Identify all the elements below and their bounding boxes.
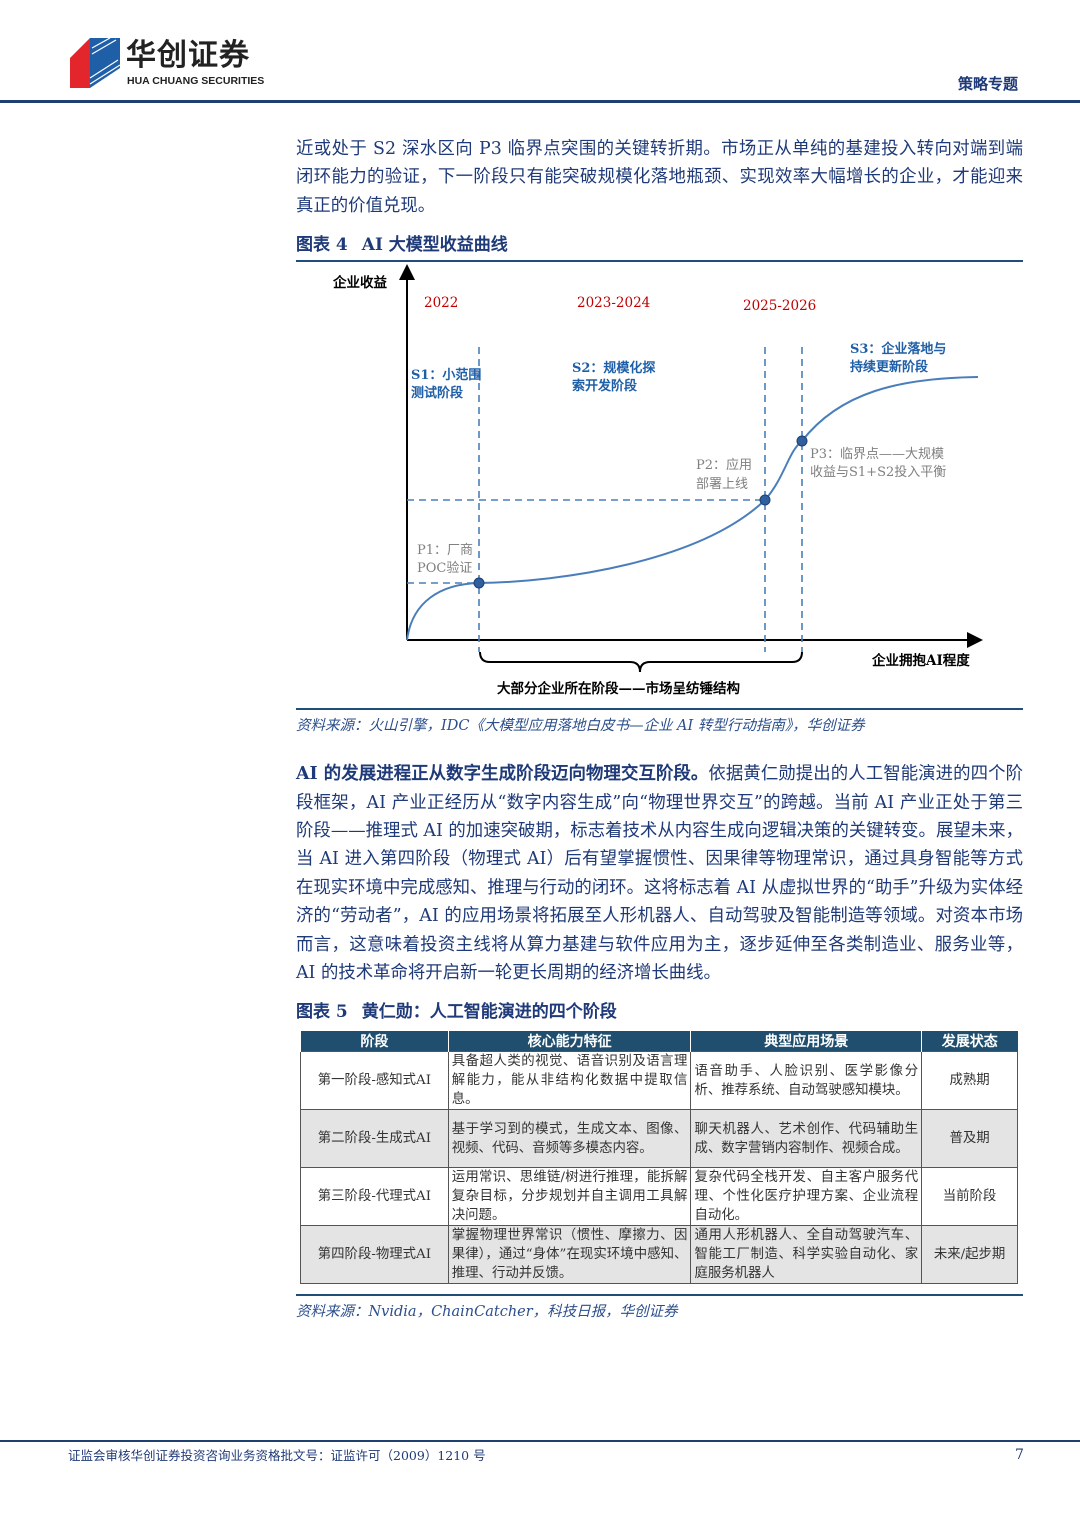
section-label: 策略专题 <box>958 75 1019 93</box>
body-paragraph: AI 的发展进程正从数字生成阶段迈向物理交互阶段。依据黄仁勋提出的人工智能演进的… <box>296 760 1023 987</box>
application-cell: 聊天机器人、艺术创作、代码辅助生成、数字营销内容制作、视频合成。 <box>690 1109 923 1169</box>
p3-label: P3：临界点——大规模 <box>810 447 944 462</box>
x-axis-label: 企业拥抱AI程度 <box>871 652 970 669</box>
stage-cell: 第二阶段-生成式AI <box>300 1109 449 1169</box>
capability-cell: 具备超人类的视觉、语音识别及语言理解能力，能从非结构化数据中提取信息。 <box>447 1051 692 1111</box>
stage-cell: 第三阶段-代理式AI <box>300 1167 449 1227</box>
table-row: 第四阶段-物理式AI 掌握物理世界常识（惯性、摩擦力、因果律），通过“身体”在现… <box>300 1225 1018 1285</box>
body-paragraph-text: 依据黄仁勋提出的人工智能演进的四个阶段框架，AI 产业正经历从“数字内容生成”向… <box>296 764 1023 984</box>
ai-revenue-curve-diagram: 企业收益 企业拥抱AI程度 2022 2023-2024 2025-2026 S… <box>332 264 983 697</box>
capability-cell: 掌握物理世界常识（惯性、摩擦力、因果律），通过“身体”在现实环境中感知、推理、行… <box>447 1225 692 1285</box>
brace <box>479 652 803 673</box>
footer-license: 证监会审核华创证券投资咨询业务资格批文号：证监许可（2009）1210 号 <box>68 1448 486 1463</box>
column-header: 阶段 <box>300 1031 449 1052</box>
table-row: 第三阶段-代理式AI 运用常识、思维链/树进行推理，能拆解复杂目标，分步规划并自… <box>300 1167 1018 1227</box>
stage-cell: 第一阶段-感知式AI <box>300 1051 449 1111</box>
p1-label: P1：厂商 <box>417 543 473 558</box>
p3-point <box>796 435 808 447</box>
p3-label: 收益与S1+S2投入平衡 <box>810 464 946 480</box>
page-number: 7 <box>1015 1447 1024 1463</box>
p2-label: P2：应用 <box>696 457 752 473</box>
s1-label: 测试阶段 <box>411 385 463 401</box>
figure4-source: 资料来源：火山引擎，IDC《大模型应用落地白皮书—企业 AI 转型行动指南》，华… <box>296 708 1023 736</box>
s3-label: S3：企业落地与 <box>850 341 946 357</box>
stage-cell: 第四阶段-物理式AI <box>300 1225 449 1285</box>
column-header: 发展状态 <box>921 1031 1018 1052</box>
logo-mark-icon <box>70 38 121 88</box>
logo-cn-text: 华创证券 <box>126 38 250 73</box>
status-cell: 成熟期 <box>921 1051 1018 1111</box>
application-cell: 复杂代码全栈开发、自主客户服务代理、个性化医疗护理方案、企业流程自动化。 <box>690 1167 923 1227</box>
content-column: 近或处于 S2 深水区向 P3 临界点突围的关键转折期。市场正从单纯的基建投入转… <box>296 135 1023 1322</box>
header-divider <box>0 100 1080 103</box>
status-cell: 未来/起步期 <box>921 1225 1018 1285</box>
company-logo: 华创证券 HUA CHUANG SECURITIES <box>70 38 280 90</box>
status-cell: 当前阶段 <box>921 1167 1018 1227</box>
table-row: 第二阶段-生成式AI 基于学习到的模式，生成文本、图像、视频、代码、音频等多模态… <box>300 1109 1018 1169</box>
table-row: 第一阶段-感知式AI 具备超人类的视觉、语音识别及语言理解能力，能从非结构化数据… <box>300 1051 1018 1111</box>
footer-divider <box>0 1440 1080 1442</box>
figure5-title: 图表 5 黄仁勋：人工智能演进的四个阶段 <box>296 1001 1023 1027</box>
logo-en-text: HUA CHUANG SECURITIES <box>127 75 265 87</box>
brace-label: 大部分企业所在阶段——市场呈纺锤结构 <box>497 680 740 697</box>
application-cell: 语音助手、人脸识别、医学影像分析、推荐系统、自动驾驶感知模块。 <box>690 1051 923 1111</box>
p1-point <box>473 577 485 589</box>
figure5-source: 资料来源：Nvidia，ChainCatcher，科技日报，华创证券 <box>296 1294 1023 1322</box>
capability-cell: 基于学习到的模式，生成文本、图像、视频、代码、音频等多模态内容。 <box>447 1109 692 1169</box>
year-2022: 2022 <box>424 295 458 311</box>
table-header-row: 阶段 核心能力特征 典型应用场景 发展状态 <box>300 1031 1018 1052</box>
revenue-curve <box>406 376 979 641</box>
column-header: 核心能力特征 <box>447 1031 691 1052</box>
p2-point <box>759 494 771 506</box>
ai-stages-table: 阶段 核心能力特征 典型应用场景 发展状态 第一阶段-感知式AI 具备超人类的视… <box>300 1031 1018 1285</box>
body-paragraph-lead: AI 的发展进程正从数字生成阶段迈向物理交互阶段。 <box>296 764 709 785</box>
year-2023-2024: 2023-2024 <box>577 295 650 311</box>
application-cell: 通用人形机器人、全自动驾驶汽车、智能工厂制造、科学实验自动化、家庭服务机器人 <box>690 1225 923 1285</box>
figure4-label: 图表 4 <box>296 235 348 256</box>
figure4-title-text: AI 大模型收益曲线 <box>361 235 508 256</box>
intro-paragraph: 近或处于 S2 深水区向 P3 临界点突围的关键转折期。市场正从单纯的基建投入转… <box>296 139 1023 216</box>
status-cell: 普及期 <box>921 1109 1018 1169</box>
figure5-label: 图表 5 <box>296 1002 348 1023</box>
p2-label: 部署上线 <box>696 477 748 492</box>
year-2025-2026: 2025-2026 <box>743 298 816 314</box>
s2-label: S2：规模化探 <box>572 360 655 376</box>
y-axis-label: 企业收益 <box>332 274 387 291</box>
s1-label: S1：小范围 <box>411 367 481 383</box>
capability-cell: 运用常识、思维链/树进行推理，能拆解复杂目标，分步规划并自主调用工具解决问题。 <box>447 1167 692 1227</box>
p1-label: POC验证 <box>417 560 472 576</box>
s3-label: 持续更新阶段 <box>850 359 928 375</box>
figure4-title: 图表 4 AI 大模型收益曲线 <box>296 234 1023 263</box>
s2-label: 索开发阶段 <box>572 378 637 394</box>
column-header: 典型应用场景 <box>690 1031 922 1052</box>
figure5-title-text: 黄仁勋：人工智能演进的四个阶段 <box>361 1002 617 1023</box>
